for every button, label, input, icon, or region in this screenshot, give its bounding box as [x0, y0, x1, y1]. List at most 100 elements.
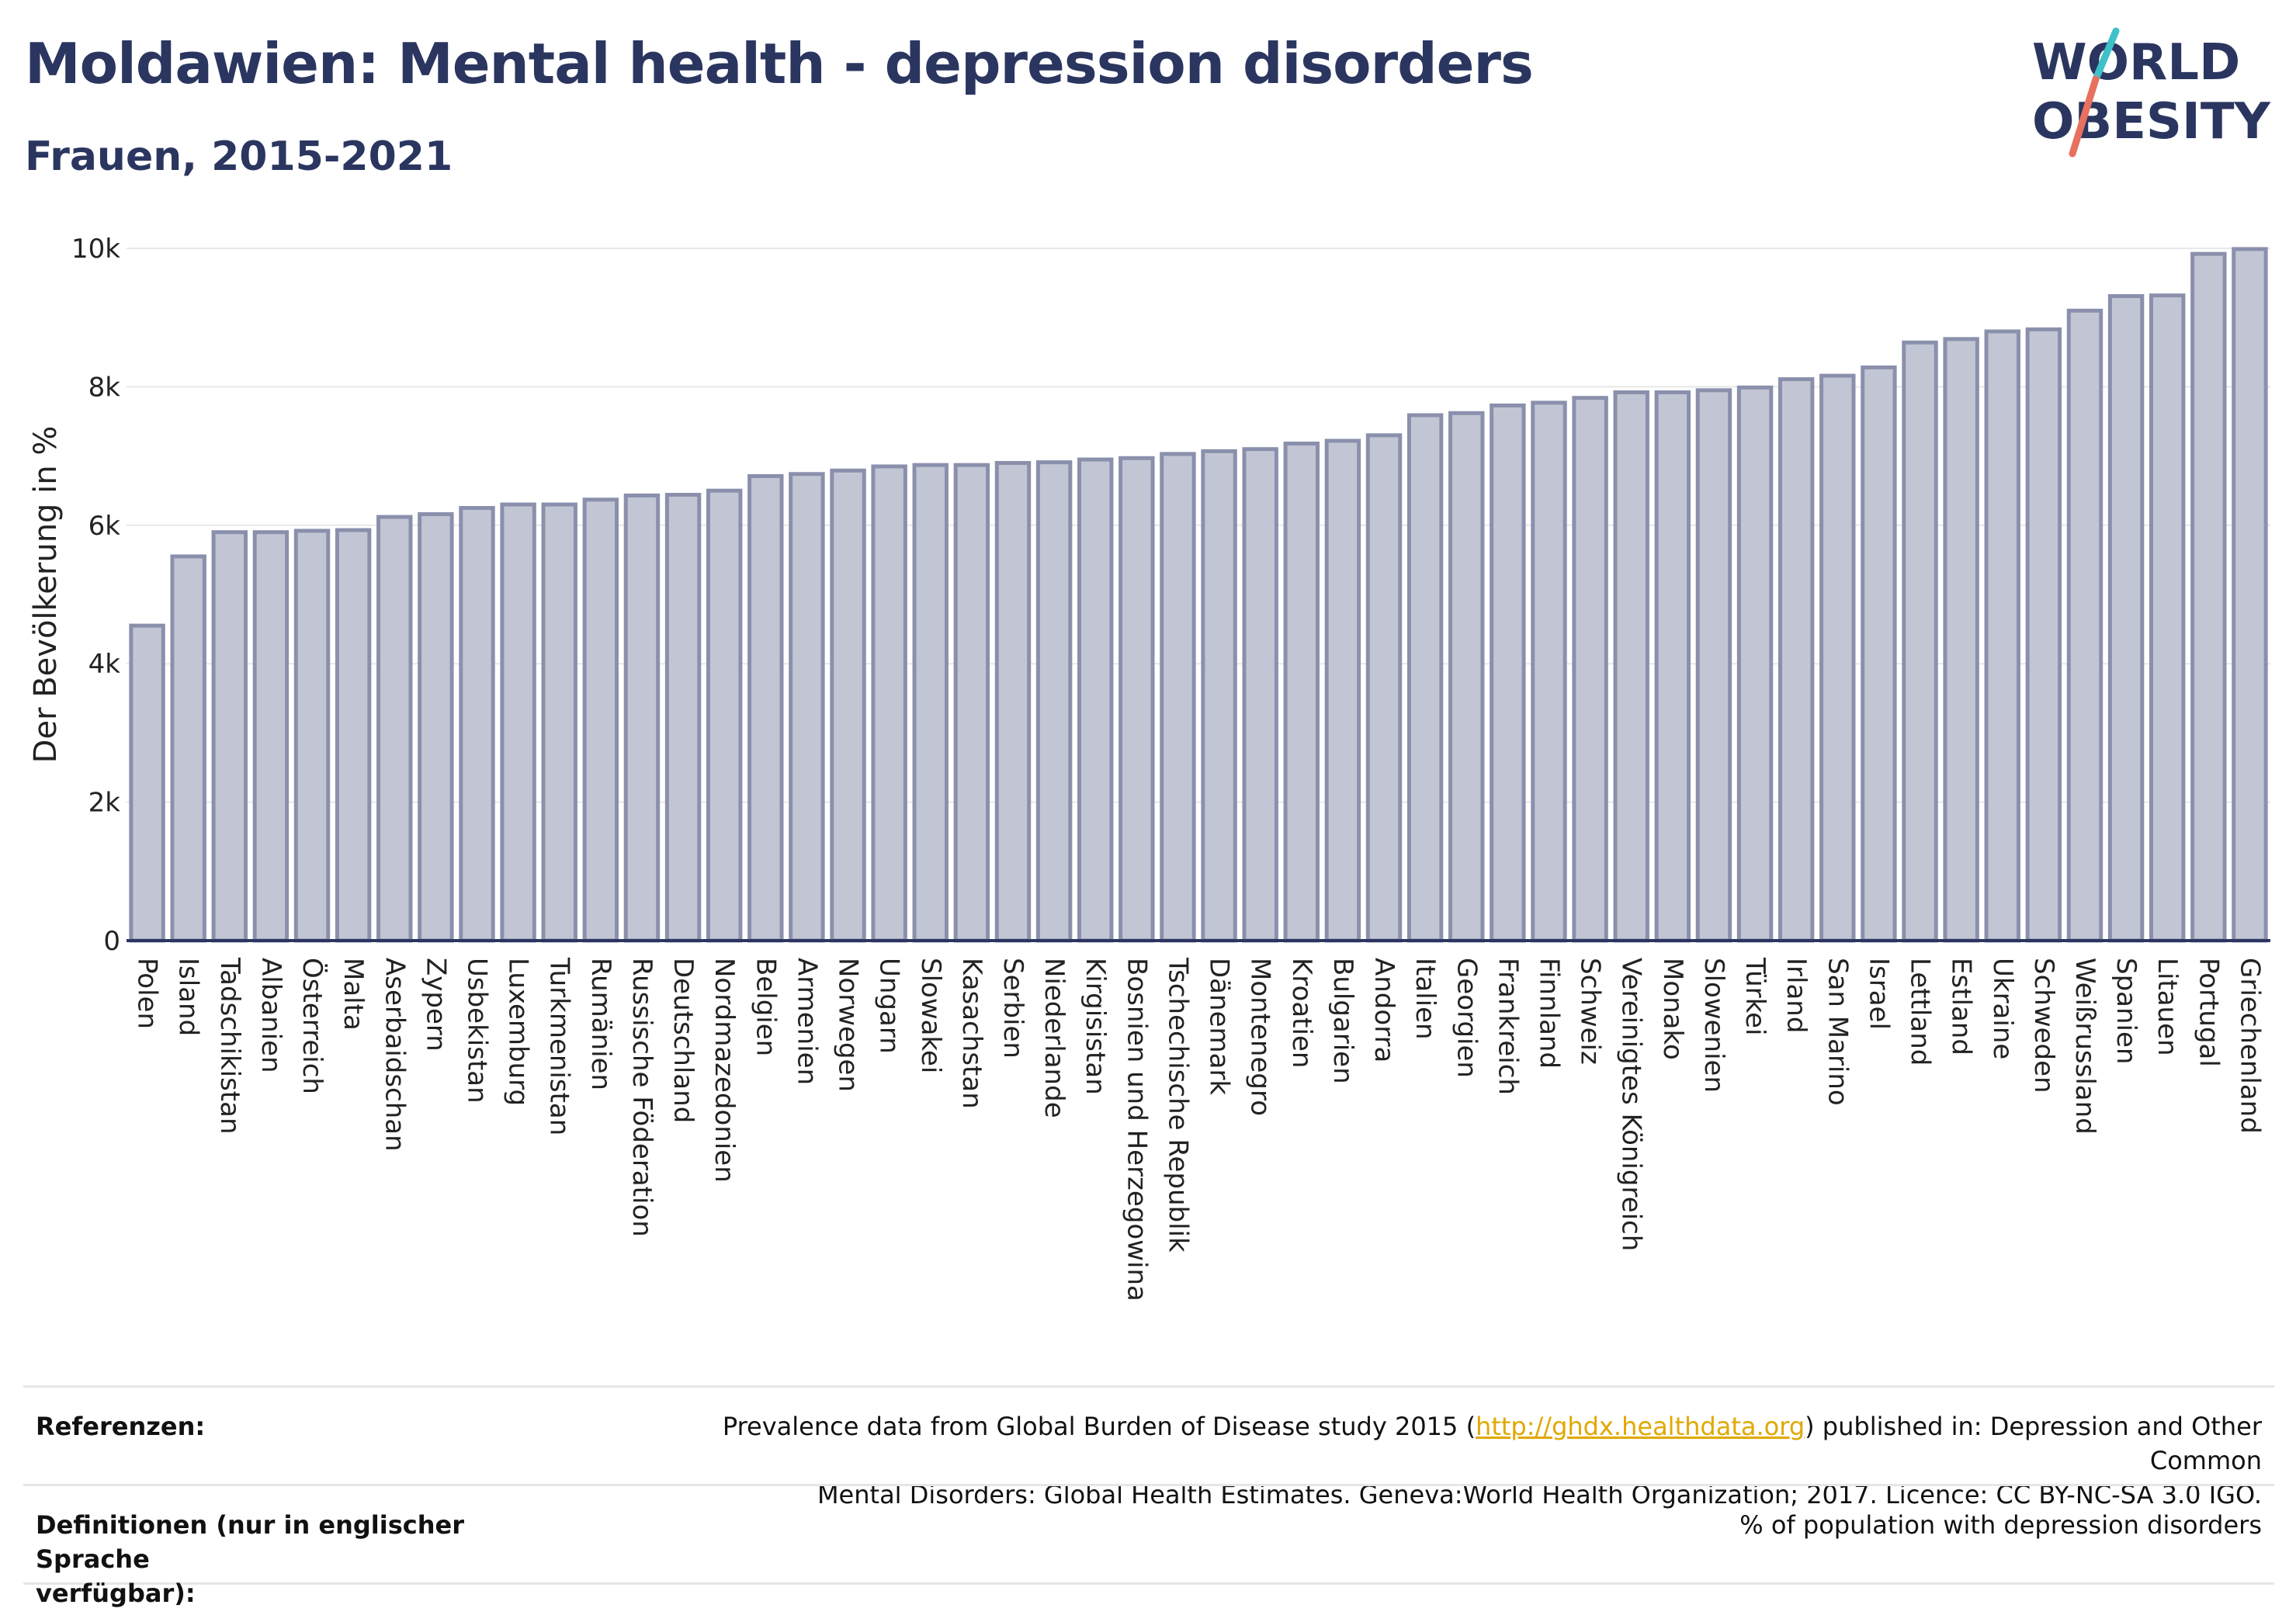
- x-tick-label: Andorra: [1368, 958, 1399, 1062]
- x-tick-label: Deutschland: [668, 958, 699, 1123]
- bar: [1613, 390, 1649, 943]
- definitions-label-line1: Definitionen (nur in englischer Sprache: [36, 1510, 464, 1574]
- bar: [211, 530, 248, 943]
- x-tick-label: Portugal: [2193, 958, 2224, 1067]
- bar: [500, 502, 536, 943]
- x-tick-label: Vereinigtes Königreich: [1616, 958, 1647, 1251]
- x-tick-label: Spanien: [2110, 958, 2142, 1064]
- x-tick-label: Usbekistan: [461, 958, 492, 1104]
- x-tick-label: Dänemark: [1204, 958, 1235, 1095]
- x-tick-label: Tschechische Republik: [1162, 957, 1193, 1253]
- definitions-label-line2: verfügbar):: [36, 1579, 196, 1608]
- x-tick-label: Kroatien: [1286, 958, 1317, 1068]
- bar: [1819, 373, 1856, 943]
- x-tick-label: Slowenien: [1698, 958, 1729, 1093]
- bar: [1201, 449, 1237, 943]
- x-tick-label: Norwegen: [833, 958, 864, 1092]
- y-tick-label: 4k: [88, 649, 121, 680]
- bar: [994, 461, 1032, 943]
- references-text-start: Prevalence data from Global Burden of Di…: [722, 1412, 1476, 1441]
- bar: [2190, 251, 2227, 943]
- x-tick-label: San Marino: [1822, 958, 1853, 1106]
- bar: [2149, 293, 2186, 943]
- x-tick-label: Ukraine: [1987, 958, 2018, 1059]
- x-tick-label: Nordmazedonien: [709, 958, 740, 1183]
- x-tick-label: Schweiz: [1575, 958, 1606, 1065]
- bar: [789, 472, 825, 943]
- x-tick-label: Weißrussland: [2069, 958, 2100, 1135]
- x-tick-label: Italien: [1410, 958, 1441, 1040]
- y-tick-label: 8k: [88, 372, 121, 403]
- bar: [1572, 396, 1608, 943]
- bar-chart: 0 2k 4k 6k 8k 10k Der Bevölkerung in % Polen Isl…: [28, 234, 2270, 1301]
- y-tick-label: 0: [103, 926, 120, 957]
- x-tick-label: Montenegro: [1245, 958, 1276, 1116]
- x-tick-label: Lettland: [1905, 958, 1936, 1066]
- x-tick-label: Litauen: [2152, 958, 2183, 1056]
- x-tick-label: Bulgarien: [1327, 958, 1358, 1084]
- bar: [1943, 337, 1979, 943]
- bar: [623, 493, 661, 943]
- bar: [335, 528, 372, 943]
- bar: [582, 497, 619, 943]
- chart-title: Moldawien: Mental health - depression di…: [25, 31, 1534, 96]
- bar: [541, 502, 577, 943]
- x-tick-label: Georgien: [1451, 958, 1482, 1078]
- healthdata-link[interactable]: http://ghdx.healthdata.org: [1476, 1412, 1805, 1441]
- y-tick-label: 10k: [71, 234, 120, 265]
- x-tick-label: Serbien: [997, 958, 1028, 1059]
- bar: [706, 488, 743, 943]
- x-tick-label: Frankreich: [1492, 958, 1523, 1095]
- x-tick-label: Griechenland: [2234, 958, 2265, 1134]
- bar: [2232, 247, 2268, 943]
- bar: [664, 493, 702, 943]
- x-tick-label: Malta: [338, 958, 369, 1031]
- logo-slash-teal: [2092, 27, 2120, 83]
- x-tick-label: Turkmenistan: [544, 957, 575, 1135]
- x-tick-label: Island: [173, 958, 204, 1036]
- definitions-text: % of population with depression disorder…: [1739, 1510, 2262, 1540]
- bar: [418, 512, 454, 943]
- x-tick-label: Russische Föderation: [626, 958, 657, 1237]
- bar: [459, 506, 495, 943]
- bar: [1160, 452, 1196, 943]
- chart-subtitle: Frauen, 2015-2021: [25, 133, 453, 180]
- bar: [1324, 438, 1361, 943]
- bar: [2107, 294, 2145, 943]
- bar: [1406, 413, 1444, 943]
- bar: [871, 464, 907, 943]
- y-tick-label: 6k: [88, 511, 121, 542]
- y-axis-label: Der Bevölkerung in %: [28, 426, 64, 764]
- references-label: Referenzen:: [36, 1412, 206, 1441]
- bar: [830, 468, 866, 943]
- references-text-end: ) published in: Depression and Other Com…: [1805, 1412, 2262, 1475]
- bar: [1861, 365, 1897, 943]
- x-tick-label: Monako: [1657, 958, 1688, 1060]
- world-obesity-logo: WORLD OBESITY: [2032, 27, 2270, 158]
- bar: [252, 530, 290, 943]
- bar: [1077, 457, 1114, 943]
- x-tick-label: Kasachstan: [956, 958, 987, 1109]
- x-tick-label: Tadschikistan: [214, 957, 245, 1135]
- bar: [1119, 456, 1155, 943]
- logo-line1: WORLD: [2032, 34, 2240, 92]
- x-tick-label: Kirgisistan: [1080, 958, 1111, 1095]
- bar: [1984, 329, 2020, 943]
- bar: [1777, 377, 1815, 943]
- y-tick-label: 2k: [88, 788, 121, 819]
- bar: [1035, 460, 1073, 943]
- x-tick-label: Polen: [132, 958, 163, 1029]
- x-tick-label: Rumänien: [585, 958, 616, 1090]
- x-tick-label: Irland: [1781, 958, 1812, 1033]
- x-tick-label: Estland: [1946, 958, 1977, 1055]
- bar: [912, 463, 949, 943]
- bar: [1695, 388, 1732, 943]
- x-tick-label: Bosnien und Herzegowina: [1121, 958, 1152, 1301]
- definitions-row: Definitionen (nur in englischer Sprache …: [23, 1484, 2274, 1608]
- x-tick-label: Slowakei: [915, 958, 946, 1073]
- bar: [293, 529, 331, 943]
- bar: [1736, 385, 1774, 943]
- x-tick-label: Türkei: [1739, 957, 1771, 1035]
- bar: [1902, 340, 1938, 943]
- x-tick-label: Niederlande: [1039, 958, 1070, 1118]
